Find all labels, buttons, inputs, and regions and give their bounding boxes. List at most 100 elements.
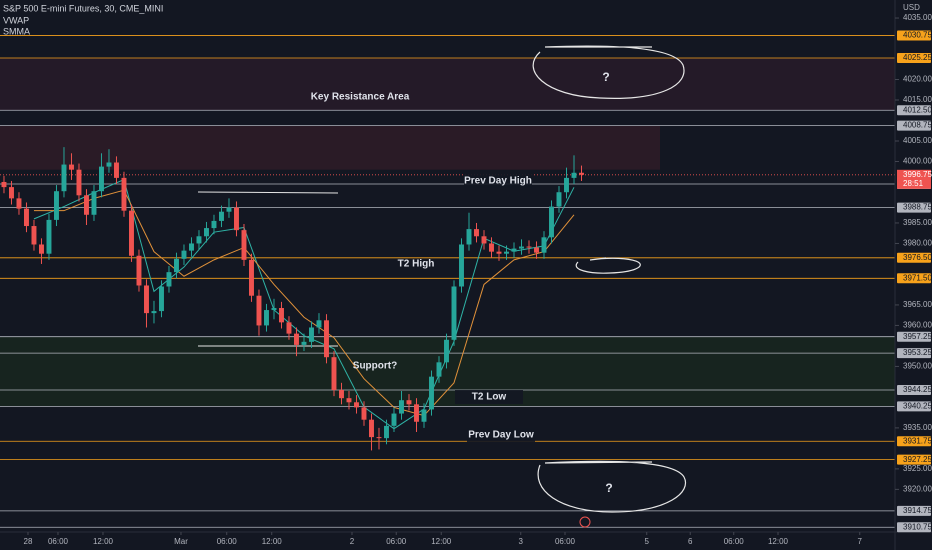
price-level-tag xyxy=(897,436,931,447)
candle-body xyxy=(39,244,44,254)
annotation: ? xyxy=(605,481,612,495)
candle-body xyxy=(166,272,172,287)
annotation: ? xyxy=(602,70,609,84)
price-level-tag xyxy=(897,348,931,359)
price-level-label: 3971.50 xyxy=(903,273,932,282)
candle-body xyxy=(76,169,82,196)
y-tick-label: 3980.00 xyxy=(903,239,932,248)
price-level-tag xyxy=(897,252,931,263)
drawn-line xyxy=(197,191,339,194)
candle-body xyxy=(279,308,284,323)
x-tick-label: 5 xyxy=(645,537,650,546)
candle-body xyxy=(474,229,479,237)
x-tick-label: 2 xyxy=(350,537,355,546)
zone xyxy=(0,57,895,111)
x-tick-label: 28 xyxy=(24,537,33,546)
price-level-label: 4025.25 xyxy=(903,53,932,62)
candle-body xyxy=(361,407,367,420)
currency: USD xyxy=(903,3,920,12)
candle-body xyxy=(301,341,307,345)
candle-body xyxy=(271,308,277,311)
last-price-label: 3996.75 xyxy=(903,170,932,179)
drawn-ellipse xyxy=(575,257,641,274)
candle-body xyxy=(354,402,359,408)
annotation-bg xyxy=(464,174,532,188)
candle-body xyxy=(399,400,404,414)
candle-body xyxy=(451,286,457,340)
candle-body xyxy=(61,164,67,192)
price-level-tag xyxy=(897,52,931,63)
candle-body xyxy=(541,237,547,253)
y-tick-label: 4035.00 xyxy=(903,13,932,22)
candle-body xyxy=(414,404,419,422)
price-level-label: 3988.75 xyxy=(903,203,932,212)
candle-body xyxy=(31,226,37,245)
candle-body xyxy=(144,285,149,314)
x-tick-label: 06:00 xyxy=(555,537,576,546)
annotation-bg xyxy=(455,390,523,404)
x-tick-label: 06:00 xyxy=(48,537,69,546)
candle-body xyxy=(91,191,97,215)
annotation: Key Resistance Area xyxy=(311,92,410,103)
candle-body xyxy=(579,172,584,175)
x-tick-label: 3 xyxy=(519,537,524,546)
price-level-tag xyxy=(897,384,931,395)
candle-body xyxy=(249,259,254,296)
candle-body xyxy=(526,246,532,248)
event-icon[interactable] xyxy=(579,516,591,528)
indicator-name: VWAP xyxy=(3,15,29,25)
candle-body xyxy=(136,255,142,286)
candle-body xyxy=(24,208,29,227)
x-tick-label: Mar xyxy=(174,537,188,546)
price-level-tag xyxy=(897,120,931,131)
annotation: T2 Low xyxy=(472,392,507,403)
candle-body xyxy=(421,409,427,422)
price-level-label: 3957.25 xyxy=(903,332,932,341)
x-tick-label: 12:00 xyxy=(768,537,789,546)
candle-body xyxy=(436,362,442,377)
drawn-ellipse xyxy=(537,460,686,513)
candle-body xyxy=(324,320,329,358)
price-level-tag xyxy=(897,454,931,465)
candle-body xyxy=(496,251,502,254)
y-tick-label: 4000.00 xyxy=(903,157,932,166)
price-level-tag xyxy=(897,273,931,284)
candle-body xyxy=(504,251,509,254)
x-tick-label: 06:00 xyxy=(724,537,745,546)
candle-body xyxy=(99,166,104,192)
candle-body xyxy=(9,187,14,199)
annotation: Support? xyxy=(353,361,397,372)
x-tick-label: 6 xyxy=(688,537,693,546)
candle-body xyxy=(54,191,59,220)
candle-body xyxy=(534,247,539,253)
x-tick-label: 06:00 xyxy=(217,537,238,546)
price-level-tag xyxy=(897,505,931,516)
candle-body xyxy=(549,206,554,238)
candle-body xyxy=(376,437,382,439)
candle-body xyxy=(571,172,577,178)
candle-body xyxy=(16,198,22,209)
y-tick-label: 3925.00 xyxy=(903,464,932,473)
candle-body xyxy=(84,195,89,215)
candle-body xyxy=(129,210,134,256)
x-tick-label: 12:00 xyxy=(93,537,114,546)
y-tick-label: 3920.00 xyxy=(903,484,932,493)
candle-body xyxy=(466,229,472,245)
candle-body xyxy=(556,192,562,207)
candle-body xyxy=(219,211,224,221)
y-tick-label: 4015.00 xyxy=(903,95,932,104)
annotation: T2 High xyxy=(398,259,435,270)
candle-body xyxy=(316,320,322,328)
candle-body xyxy=(489,243,494,252)
candle-body xyxy=(196,236,202,244)
price-level-tag xyxy=(897,401,931,412)
drawn-ellipse xyxy=(532,45,685,99)
price-level-label: 3931.75 xyxy=(903,436,932,445)
candle-body xyxy=(256,295,262,326)
candle-body xyxy=(114,162,119,178)
y-tick-label: 4020.00 xyxy=(903,75,932,84)
candle-body xyxy=(1,181,7,188)
annotation-bg xyxy=(467,428,535,442)
candle-body xyxy=(106,162,112,167)
candle-body xyxy=(339,389,344,399)
